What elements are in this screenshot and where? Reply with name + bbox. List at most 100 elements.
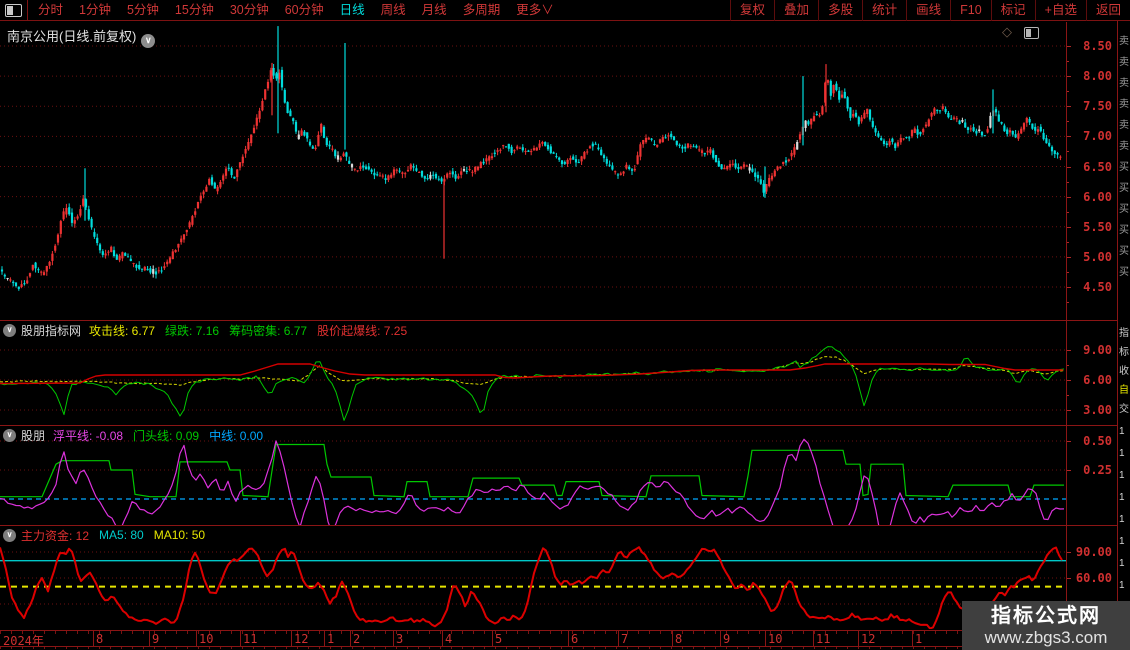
main-candlestick-chart[interactable] xyxy=(0,22,1066,320)
month-divider xyxy=(240,631,241,646)
candle-body xyxy=(661,137,664,143)
period-tab-2[interactable]: 1分钟 xyxy=(79,2,111,17)
window-layout-icon[interactable] xyxy=(5,3,22,17)
y-axis-tick xyxy=(1066,256,1071,258)
sidebar-number: 1 xyxy=(1119,558,1125,569)
clipped-tick xyxy=(374,647,375,649)
clipped-tick xyxy=(528,647,529,649)
time-axis-tick xyxy=(704,631,705,634)
y-axis-minor-tick xyxy=(1066,271,1069,273)
candle-body xyxy=(905,136,908,138)
candle-spike xyxy=(802,76,804,146)
action-button-8[interactable]: +自选 xyxy=(1034,0,1086,21)
clipped-tick xyxy=(770,647,771,649)
candle-body xyxy=(538,143,541,148)
candle-body xyxy=(261,101,264,111)
candle-body xyxy=(264,89,267,100)
candle-wick xyxy=(1015,130,1017,139)
clipped-tick xyxy=(803,647,804,649)
candle-body xyxy=(177,243,180,248)
time-axis-tick xyxy=(572,631,573,634)
main-force-indicator-chart[interactable] xyxy=(0,543,1066,629)
candle-body xyxy=(37,269,40,271)
candle-body xyxy=(728,164,732,168)
period-tab-9[interactable]: 月线 xyxy=(421,2,447,17)
diamond-marker-icon[interactable]: ◇ xyxy=(1002,24,1012,39)
candle-body xyxy=(132,263,135,264)
candle-body xyxy=(140,268,144,270)
clipped-tick xyxy=(759,647,760,649)
candle-body xyxy=(283,89,286,103)
candle-wick xyxy=(693,144,695,147)
clipped-tick xyxy=(825,647,826,649)
time-axis-tick xyxy=(187,631,188,634)
candle-body xyxy=(793,147,796,155)
attack-indicator-chart[interactable] xyxy=(0,333,1066,425)
candle-body xyxy=(591,143,594,147)
panel-layout-icon[interactable] xyxy=(1024,27,1039,39)
period-tab-5[interactable]: 30分钟 xyxy=(229,2,269,17)
collapse-chevron-icon[interactable]: ∨ xyxy=(3,323,16,337)
y-axis-tick xyxy=(1066,441,1071,442)
sidebar-glyph: 卖 xyxy=(1119,141,1129,152)
candle-body xyxy=(339,157,342,161)
candle-body xyxy=(384,178,387,180)
candle-body xyxy=(605,158,608,164)
candle-body xyxy=(451,171,454,175)
candle-body xyxy=(804,120,807,128)
candle-body xyxy=(1031,123,1034,129)
indicator-value: 股价起爆线: 7.25 xyxy=(317,323,408,338)
candle-body xyxy=(306,132,309,139)
action-button-6[interactable]: F10 xyxy=(950,0,991,21)
collapse-chevron-icon[interactable]: ∨ xyxy=(3,528,16,542)
candle-body xyxy=(720,164,723,170)
candle-body xyxy=(202,191,205,195)
period-tab-10[interactable]: 多周期 xyxy=(462,2,501,17)
candle-body xyxy=(331,148,334,150)
clipped-tick xyxy=(165,647,166,649)
period-tab-6[interactable]: 60分钟 xyxy=(284,2,324,17)
candle-body xyxy=(924,124,928,127)
clipped-tick xyxy=(220,647,221,649)
action-button-3[interactable]: 多股 xyxy=(818,0,862,21)
action-button-9[interactable]: 返回 xyxy=(1085,0,1130,21)
action-button-2[interactable]: 叠加 xyxy=(774,0,818,21)
candle-body xyxy=(465,171,468,172)
candle-body xyxy=(98,244,102,251)
period-tab-3[interactable]: 5分钟 xyxy=(126,2,159,17)
chevron-down-icon[interactable]: ∨ xyxy=(141,34,156,48)
candle-wick xyxy=(634,165,636,172)
action-button-5[interactable]: 画线 xyxy=(906,0,950,21)
action-button-1[interactable]: 复权 xyxy=(730,0,774,21)
action-button-4[interactable]: 统计 xyxy=(862,0,906,21)
collapse-chevron-icon[interactable]: ∨ xyxy=(3,428,16,442)
period-tab-8[interactable]: 周线 xyxy=(380,2,406,17)
candle-body xyxy=(549,146,552,154)
candle-body xyxy=(933,108,936,115)
period-tab-4[interactable]: 15分钟 xyxy=(174,2,214,17)
time-axis-tick xyxy=(737,631,738,634)
clipped-tick xyxy=(847,647,848,649)
clipped-tick xyxy=(352,647,353,649)
candle-wick xyxy=(186,229,188,236)
period-tab-11[interactable]: 更多∨ xyxy=(516,2,554,17)
candle-body xyxy=(28,273,32,277)
time-axis-tick xyxy=(121,631,122,634)
candle-body xyxy=(440,178,443,182)
time-axis-tick xyxy=(605,631,606,634)
time-axis-tick xyxy=(484,631,485,634)
period-tab-1[interactable]: 分时 xyxy=(38,2,64,17)
candle-body xyxy=(583,152,586,159)
time-axis-tick xyxy=(869,631,870,634)
period-tab-7[interactable]: 日线 xyxy=(339,2,365,17)
time-axis-month-label: 6 xyxy=(571,632,579,646)
clipped-tick xyxy=(198,647,199,649)
month-divider xyxy=(149,631,150,646)
time-axis: 2024年 8 9 10 11 12 1 2 3 4 5 6 7 8 9 10 11 12 1 xyxy=(0,631,1066,648)
time-axis-tick xyxy=(803,631,804,634)
candle-body xyxy=(614,171,617,173)
action-button-7[interactable]: 标记 xyxy=(990,0,1035,21)
candle-body xyxy=(563,161,566,164)
gupeng-indicator-chart[interactable] xyxy=(0,437,1066,525)
